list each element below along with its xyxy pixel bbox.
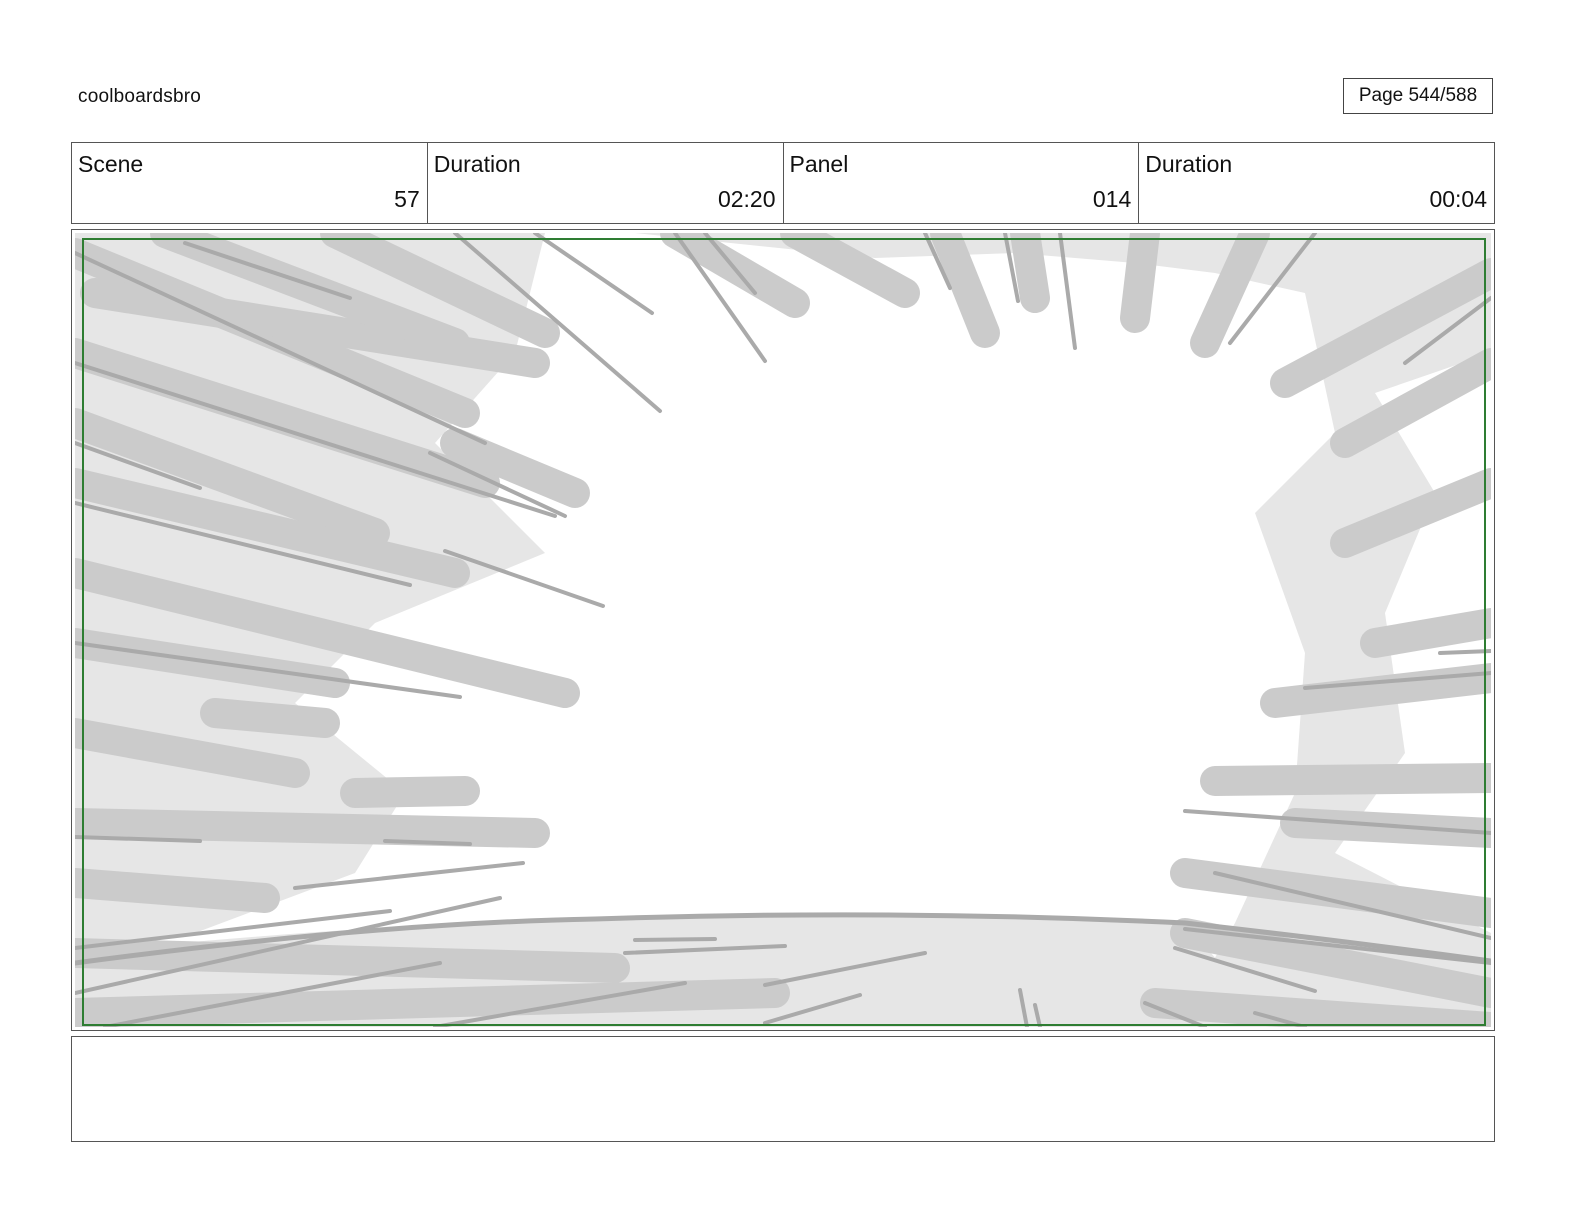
panel-duration-cell: Duration 00:04 [1139, 143, 1494, 223]
safe-frame [82, 238, 1486, 1026]
panel-number: 014 [1092, 186, 1132, 212]
scene-number: 57 [394, 186, 420, 212]
panel-notes[interactable] [71, 1036, 1495, 1142]
panel-cell: Panel 014 [784, 143, 1140, 223]
storyboard-panel [71, 229, 1495, 1031]
dark-stroke-layer [75, 233, 1491, 1027]
scene-label: Scene [78, 151, 144, 177]
scene-duration-label: Duration [433, 151, 521, 177]
scene-duration-cell: Duration 02:20 [428, 143, 784, 223]
panel-info-row: Scene 57 Duration 02:20 Panel 014 Durati… [71, 142, 1495, 224]
scene-duration-value: 02:20 [717, 186, 776, 212]
scene-cell: Scene 57 [72, 143, 428, 223]
panel-drawing [75, 233, 1491, 1027]
panel-duration-value: 00:04 [1429, 186, 1487, 212]
mid-stroke-layer [75, 233, 1491, 1027]
page-indicator: Page 544/588 [1343, 78, 1493, 114]
panel-label: Panel [789, 151, 849, 177]
project-name: coolboardsbro [78, 86, 202, 107]
panel-duration-label: Duration [1145, 151, 1233, 177]
